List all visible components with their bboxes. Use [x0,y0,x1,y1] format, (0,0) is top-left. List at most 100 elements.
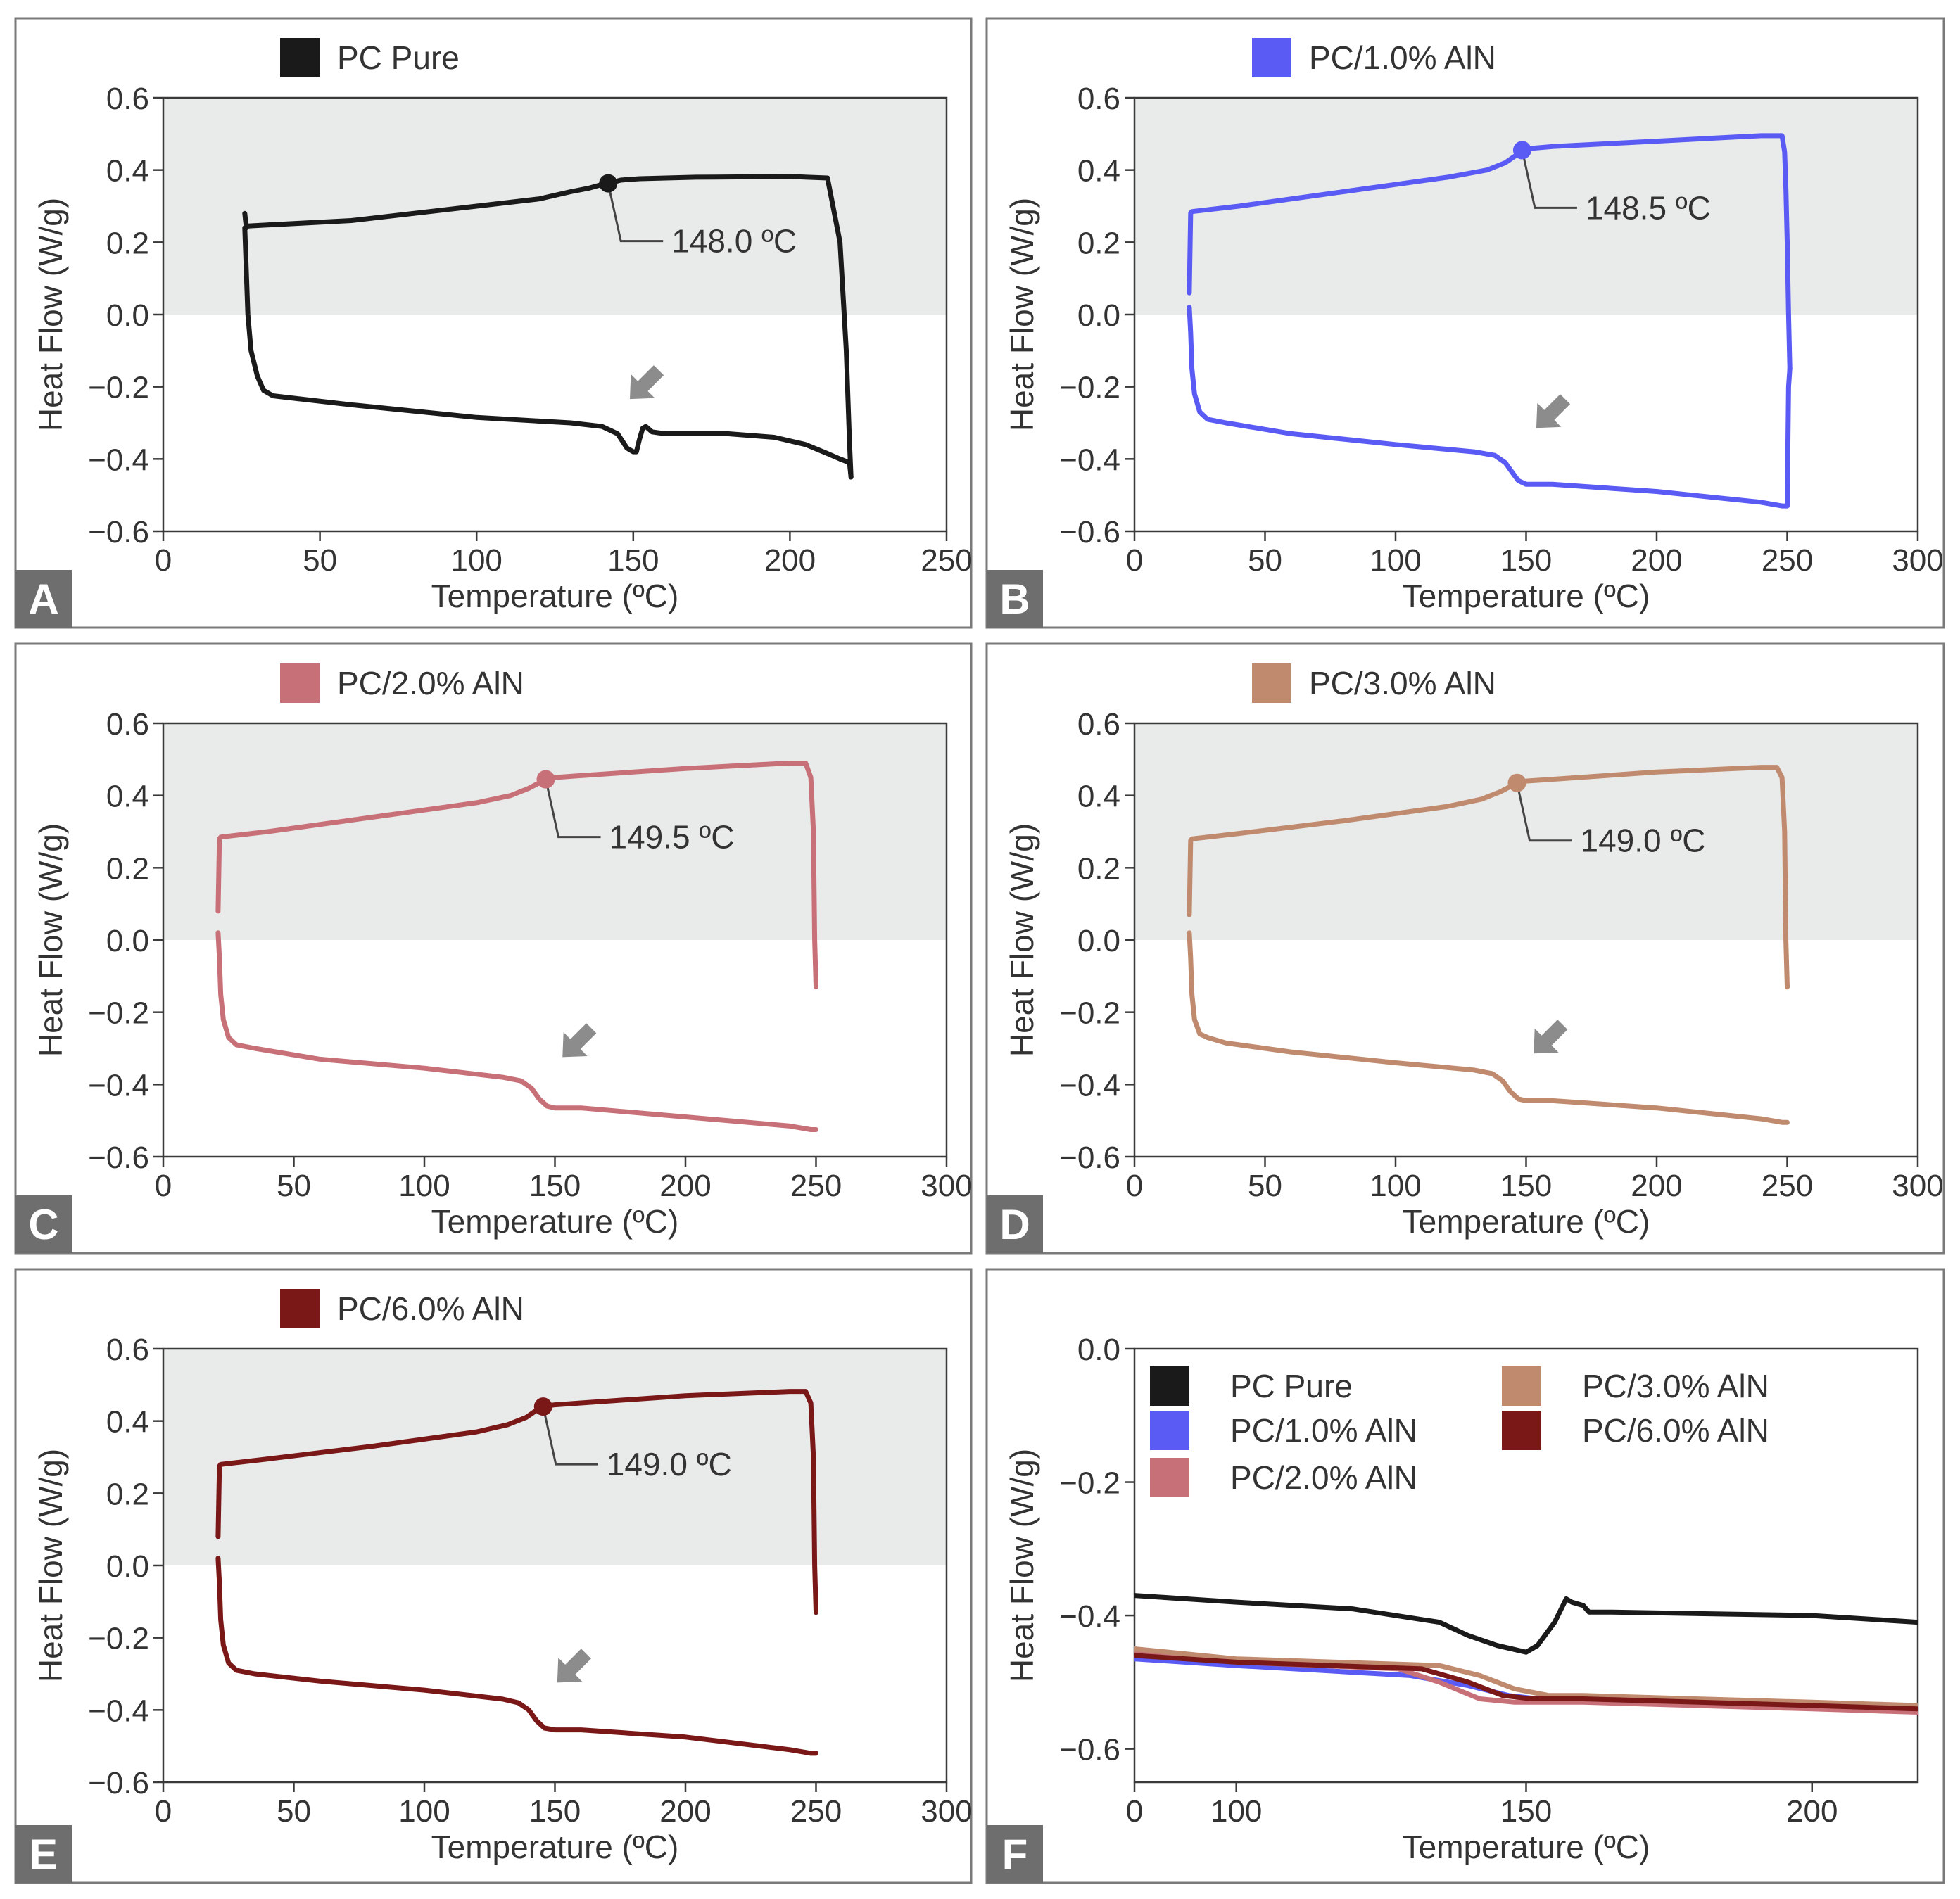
x-tick-label: 0 [1126,1169,1143,1203]
x-axis-label: Temperature (ºC) [1403,1829,1650,1865]
y-axis-label: Heat Flow (W/g) [32,198,69,431]
x-tick-label: 250 [921,543,972,578]
tg-marker [533,1397,552,1416]
y-tick-label: −0.4 [88,443,149,477]
y-tick-label: −0.4 [88,1068,149,1103]
legend-swatch [1252,663,1291,703]
tg-leader-line [542,1406,598,1466]
x-tick-label: 100 [398,1794,450,1829]
y-tick-label: −0.2 [88,371,149,405]
y-tick-label: 0.2 [106,1477,149,1511]
y-axis-label: Heat Flow (W/g) [32,1449,69,1682]
legend-label: PC Pure [1230,1368,1353,1404]
x-tick-label: 250 [790,1794,842,1829]
y-tick-label: 0.0 [1077,298,1120,333]
legend-label: PC/1.0% AlN [1230,1412,1417,1449]
x-tick-label: 300 [921,1169,972,1203]
x-tick-label: 50 [303,543,337,578]
y-tick-label: 0.0 [106,1549,149,1584]
tg-annotation: 148.0 ºC [671,223,797,260]
legend-label: PC/2.0% AlN [337,665,524,701]
panel-f: 0.0 −0.2 −0.4 −0.60 100 150 200 Temperature (ºC… [985,1268,1945,1884]
x-tick-label: 50 [1248,1169,1282,1203]
y-tick-label: 0.6 [106,1333,149,1367]
legend: PC/2.0% AlN [280,663,524,703]
legend-swatch [1150,1458,1189,1497]
x-tick-label: 300 [1892,1169,1943,1203]
panel-frame [985,1268,1945,1884]
y-axis-label: Heat Flow (W/g) [1004,1449,1040,1682]
x-tick-label: 150 [1500,1794,1552,1829]
tg-annotation: 149.5 ºC [609,819,735,856]
legend-label: PC Pure [337,39,460,76]
y-tick-label: −0.6 [88,1766,149,1800]
y-tick-label: 0.6 [106,707,149,742]
panel-letter-text: F [1002,1831,1028,1878]
series-line [215,930,818,1132]
panel-letter-text: D [999,1201,1030,1248]
legend: PC/1.0% AlN [1252,38,1496,77]
legend-swatch [280,663,320,703]
x-tick-label: 100 [450,543,502,578]
x-tick-label: 150 [1500,1169,1552,1203]
x-tick-label: 250 [1762,1169,1813,1203]
tg-leader-line [1516,782,1572,842]
x-tick-label: 0 [155,1169,172,1203]
y-axis-label: Heat Flow (W/g) [32,823,69,1057]
series-line [1187,305,1793,509]
series-line [215,1556,818,1756]
panel-letter: D [987,1195,1043,1253]
legend: PC Pure PC/1.0% AlN PC/2.0% AlN PC/3.0% AlN… [1150,1366,1769,1497]
y-tick-label: −0.2 [1059,1466,1120,1501]
tg-leader-line [1521,150,1577,209]
shaded-band [163,98,947,315]
panel-letter-text: A [28,576,58,623]
y-tick-label: −0.4 [88,1694,149,1728]
x-axis-label: Temperature (ºC) [1403,578,1650,614]
y-tick-label: 0.6 [106,82,149,116]
legend-label: PC/3.0% AlN [1582,1368,1769,1404]
legend-swatch [1502,1366,1541,1406]
y-tick-label: −0.6 [1059,1141,1120,1175]
y-tick-label: 0.4 [106,780,149,814]
panel-a: 0.6 0.4 0.2 0.0 −0.2 −0.4 −0.60 50 100 150 200 250 T… [14,17,973,629]
series-line [242,225,854,480]
pointer-arrow-icon [629,365,664,400]
legend-swatch [280,38,320,77]
x-tick-label: 100 [398,1169,450,1203]
series-line [1134,1653,1918,1712]
tg-annotation: 149.0 ºC [1581,823,1706,859]
x-tick-label: 200 [764,543,816,578]
tg-marker [536,770,555,789]
panel-letter-text: E [30,1831,58,1878]
x-tick-label: 0 [155,1794,172,1829]
y-tick-label: −0.2 [88,1622,149,1656]
legend-label: PC/1.0% AlN [1309,39,1496,76]
tg-marker [1507,773,1526,792]
y-tick-label: 0.6 [1077,82,1120,116]
y-tick-label: −0.4 [1059,443,1120,477]
series-line [1134,1646,1918,1708]
y-tick-label: 0.4 [1077,154,1120,189]
pointer-arrow-icon [1536,394,1571,428]
panel-letter: E [15,1825,72,1883]
series-line [1134,1593,1918,1655]
panel-letter: F [987,1825,1043,1883]
x-tick-label: 0 [1126,1794,1143,1829]
y-tick-label: 0.6 [1077,707,1120,742]
legend: PC/3.0% AlN [1252,663,1496,703]
x-tick-label: 50 [277,1169,311,1203]
legend-label: PC/6.0% AlN [337,1290,524,1327]
y-tick-label: −0.6 [1059,1733,1120,1767]
panel-e: 0.6 0.4 0.2 0.0 −0.2 −0.4 −0.60 50 100 150 200 250 3… [14,1268,973,1884]
y-axis-label: Heat Flow (W/g) [1004,823,1040,1057]
x-tick-label: 200 [659,1794,711,1829]
legend: PC Pure [280,38,460,77]
x-axis-label: Temperature (ºC) [1403,1203,1650,1240]
x-tick-label: 200 [1631,1169,1682,1203]
legend-swatch [1252,38,1291,77]
y-tick-label: 0.2 [106,226,149,260]
x-axis-label: Temperature (ºC) [431,578,679,614]
pointer-arrow-icon [562,1023,597,1058]
